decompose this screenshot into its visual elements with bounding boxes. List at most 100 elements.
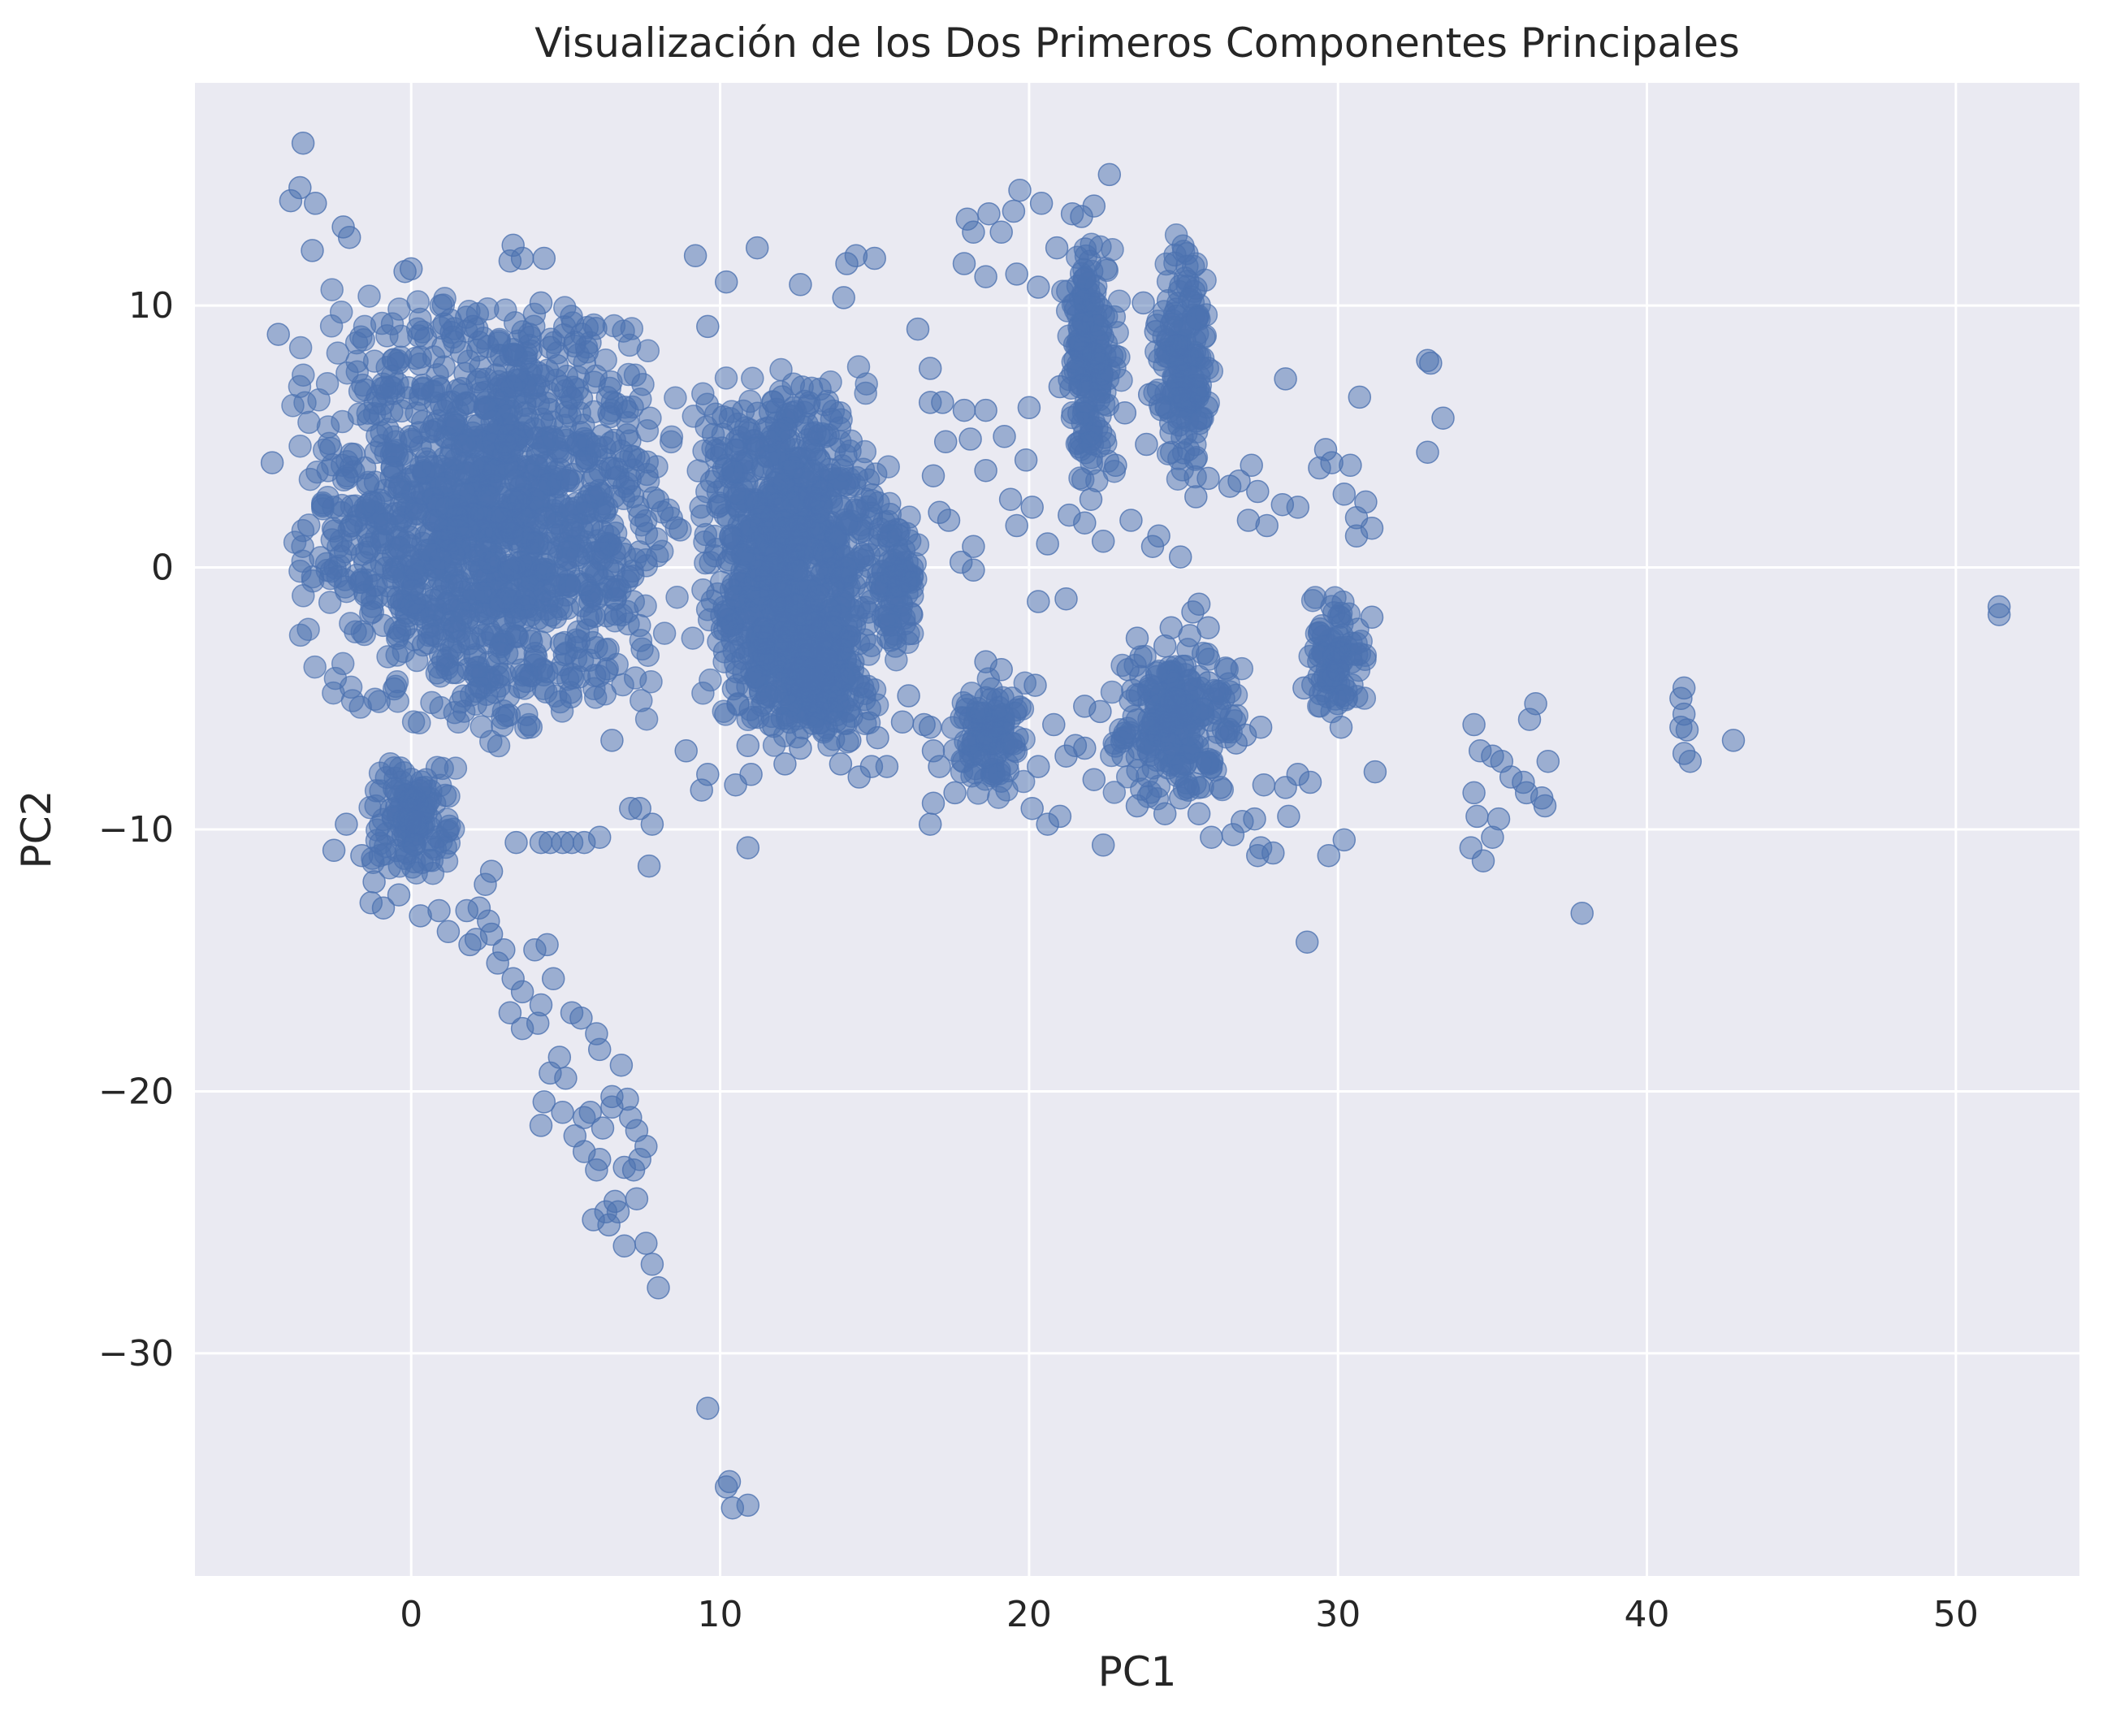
scatter-point [1002,732,1026,755]
scatter-point [551,374,574,399]
scatter-point [745,236,769,260]
scatter-point [866,725,889,750]
scatter-point [885,647,908,672]
scatter-point [640,812,664,836]
scatter-point [1261,841,1285,865]
scatter-point [1465,804,1489,829]
scatter-point [1082,194,1106,218]
scatter-point [335,579,358,604]
scatter-point [1005,513,1028,538]
scatter-point [486,951,509,975]
scatter-point [440,609,464,634]
scatter-point [1524,691,1547,716]
scatter-point [745,665,769,689]
scatter-point [1023,673,1047,697]
scatter-point [1298,770,1322,794]
scatter-point [974,398,997,422]
scatter-point [1002,199,1026,223]
scatter-point [773,752,797,776]
scatter-point [652,621,677,645]
scatter-point [625,1187,649,1210]
scatter-point [418,419,443,444]
scatter-point [636,339,660,363]
x-tick-label: 30 [1315,1594,1361,1635]
scatter-point [1082,341,1106,366]
scatter-point [404,810,427,834]
scatter-point [714,366,738,390]
scatter-point [399,257,423,281]
scatter-point [683,244,707,268]
scatter-point [587,825,612,849]
scatter-point [1084,292,1109,316]
scatter-point [634,1232,658,1255]
scatter-point [408,779,431,803]
scatter-point [989,220,1013,245]
scatter-point [288,336,313,360]
scatter-point [500,374,524,399]
scatter-point [724,773,747,797]
scatter-point [433,287,457,310]
scatter-point [962,535,985,558]
scatter-point [1348,642,1372,666]
scatter-point [617,362,641,387]
scatter-point [1181,600,1205,624]
scatter-point [1419,351,1443,375]
scatter-point [817,734,841,757]
scatter-point [478,551,501,574]
scatter-point [686,459,710,483]
scatter-point [293,391,317,415]
scatter-point [714,270,738,294]
scatter-point [772,516,796,540]
scatter-point [382,677,406,701]
scatter-point [918,391,942,414]
scatter-point [1329,715,1353,739]
scatter-point [681,626,705,650]
scatter-point [511,320,534,344]
scatter-point [1196,671,1220,695]
scatter-point [1036,532,1059,556]
scatter-point [402,833,426,857]
scatter-point [1462,712,1486,737]
scatter-point [543,605,568,630]
scatter-point [600,729,624,752]
scatter-point [532,246,556,271]
scatter-point [364,779,388,803]
scatter-point [578,1101,603,1124]
scatter-point [1091,530,1115,553]
scatter-point [1132,291,1155,315]
scatter-point [301,239,324,262]
scatter-point [1074,244,1098,268]
scatter-point [552,426,575,450]
scatter-point [738,601,762,625]
scatter-point [320,278,344,301]
scatter-point [480,409,504,434]
scatter-point [918,357,942,380]
scatter-point [359,601,383,626]
scatter-point [1316,685,1339,708]
scatter-point [846,355,871,379]
scatter-point [585,635,608,660]
scatter-point [292,363,315,387]
scatter-point [1177,723,1201,747]
scatter-point [1153,634,1177,658]
scatter-point [541,967,565,991]
scatter-point [933,430,958,454]
scatter-point [1137,383,1162,406]
chart-title: Visualización de los Dos Primeros Compon… [534,19,1740,67]
x-axis-label: PC1 [1098,1648,1177,1695]
scatter-point [301,569,325,593]
scatter-point [772,634,796,657]
scatter-point [297,410,321,435]
scatter-point [595,496,619,520]
scatter-point [720,460,745,483]
scatter-point [789,603,813,626]
scatter-point [717,1470,742,1494]
scatter-point [569,386,594,410]
scatter-point [1020,796,1044,820]
scatter-point [900,603,924,626]
scatter-point [993,425,1016,448]
scatter-point [937,509,961,532]
y-tick-label: −10 [98,809,174,851]
scatter-point [1088,404,1112,428]
